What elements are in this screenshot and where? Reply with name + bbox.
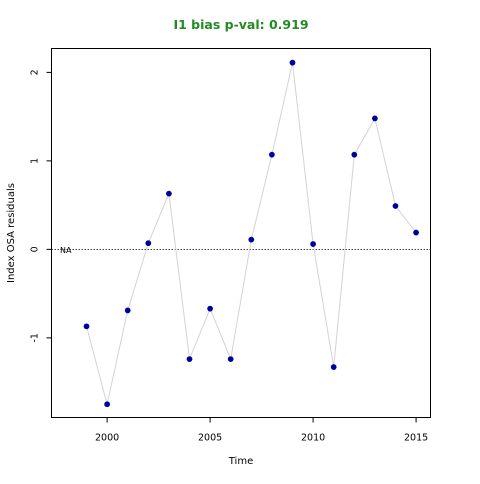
y-tick-label: 2 bbox=[30, 69, 41, 75]
data-point bbox=[330, 364, 337, 370]
chart-title: I1 bias p-val: 0.919 bbox=[173, 17, 308, 32]
data-point bbox=[392, 203, 399, 209]
x-tick-label: 2000 bbox=[95, 433, 119, 444]
data-point bbox=[268, 151, 275, 158]
x-tick-label: 2015 bbox=[404, 433, 428, 444]
data-point bbox=[83, 323, 90, 330]
plot-area: NA 2000 2005 2010 2015 -1 0 1 2 bbox=[30, 59, 431, 444]
data-point bbox=[351, 151, 358, 158]
data-point bbox=[124, 307, 131, 314]
y-tick-label: -1 bbox=[30, 333, 41, 342]
data-point bbox=[248, 236, 255, 243]
data-point bbox=[104, 401, 111, 408]
data-point bbox=[145, 240, 152, 247]
y-tick-label: 1 bbox=[30, 158, 41, 164]
x-tick-label: 2010 bbox=[301, 433, 325, 444]
x-axis-label: Time bbox=[228, 456, 253, 467]
y-tick-label: 0 bbox=[30, 246, 41, 252]
y-axis-label: Index OSA residuals bbox=[6, 183, 17, 283]
x-tick-label: 2005 bbox=[198, 433, 222, 444]
data-point bbox=[166, 190, 172, 197]
data-point bbox=[310, 241, 316, 247]
plot-frame bbox=[51, 48, 431, 418]
data-point bbox=[227, 356, 234, 362]
data-point bbox=[413, 229, 419, 236]
data-point bbox=[289, 59, 296, 66]
data-point bbox=[186, 356, 193, 362]
data-point bbox=[207, 305, 214, 312]
reference-line-label: NA bbox=[60, 246, 72, 255]
data-point bbox=[371, 115, 378, 122]
